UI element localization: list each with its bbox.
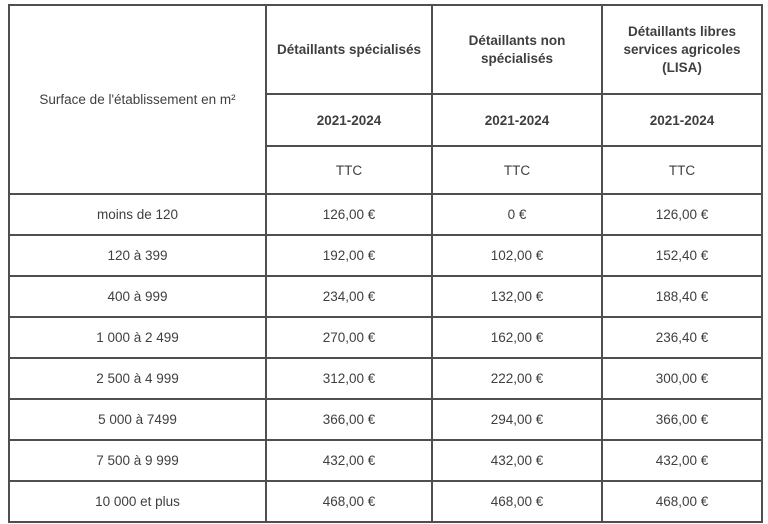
price-cell: 152,40 € <box>601 234 763 277</box>
surface-range-cell: 7 500 à 9 999 <box>8 439 267 482</box>
corner-header-surface: Surface de l'établissement en m² <box>8 4 267 195</box>
surface-range-cell: 10 000 et plus <box>8 480 267 523</box>
price-cell: 234,00 € <box>265 275 433 318</box>
surface-range-cell: 120 à 399 <box>8 234 267 277</box>
tariff-table: Surface de l'établissement en m² Détaill… <box>8 4 763 523</box>
price-cell: 102,00 € <box>431 234 603 277</box>
tax-cell: TTC <box>601 145 763 195</box>
price-cell: 432,00 € <box>265 439 433 482</box>
price-cell: 188,40 € <box>601 275 763 318</box>
period-cell: 2021-2024 <box>431 93 603 147</box>
column-header-detaillants-lisa: Détaillants libres services agricoles (L… <box>601 4 763 95</box>
price-cell: 366,00 € <box>601 398 763 441</box>
header-row-tax: TTC TTC TTC <box>9 145 763 195</box>
table-row: moins de 120 126,00 € 0 € 126,00 € <box>8 193 763 236</box>
table-row: 1 000 à 2 499 270,00 € 162,00 € 236,40 € <box>8 316 763 359</box>
header-row-categories: Surface de l'établissement en m² Détaill… <box>8 4 763 195</box>
price-cell: 312,00 € <box>265 357 433 400</box>
header-row-period: 2021-2024 2021-2024 2021-2024 <box>9 93 763 147</box>
table-row: 10 000 et plus 468,00 € 468,00 € 468,00 … <box>8 480 763 523</box>
price-cell: 468,00 € <box>601 480 763 523</box>
price-cell: 192,00 € <box>265 234 433 277</box>
price-cell: 294,00 € <box>431 398 603 441</box>
column-header-detaillants-non-specialises: Détaillants non spécialisés <box>431 4 603 95</box>
table-row: 7 500 à 9 999 432,00 € 432,00 € 432,00 € <box>8 439 763 482</box>
price-cell: 468,00 € <box>265 480 433 523</box>
tax-cell: TTC <box>265 145 433 195</box>
surface-range-cell: moins de 120 <box>8 193 267 236</box>
price-cell: 366,00 € <box>265 398 433 441</box>
column-header-detaillants-specialises: Détaillants spécialisés <box>265 4 433 95</box>
price-cell: 132,00 € <box>431 275 603 318</box>
price-cell: 126,00 € <box>265 193 433 236</box>
table-row: 5 000 à 7499 366,00 € 294,00 € 366,00 € <box>8 398 763 441</box>
surface-range-cell: 400 à 999 <box>8 275 267 318</box>
price-cell: 162,00 € <box>431 316 603 359</box>
price-cell: 236,40 € <box>601 316 763 359</box>
period-cell: 2021-2024 <box>601 93 763 147</box>
price-cell: 270,00 € <box>265 316 433 359</box>
price-cell: 432,00 € <box>431 439 603 482</box>
tax-cell: TTC <box>431 145 603 195</box>
tariff-table-container: Surface de l'établissement en m² Détaill… <box>8 4 763 523</box>
price-cell: 468,00 € <box>431 480 603 523</box>
period-cell: 2021-2024 <box>265 93 433 147</box>
table-row: 2 500 à 4 999 312,00 € 222,00 € 300,00 € <box>8 357 763 400</box>
price-cell: 300,00 € <box>601 357 763 400</box>
price-cell: 126,00 € <box>601 193 763 236</box>
table-row: 400 à 999 234,00 € 132,00 € 188,40 € <box>8 275 763 318</box>
price-cell: 222,00 € <box>431 357 603 400</box>
price-cell: 432,00 € <box>601 439 763 482</box>
surface-range-cell: 2 500 à 4 999 <box>8 357 267 400</box>
table-row: 120 à 399 192,00 € 102,00 € 152,40 € <box>8 234 763 277</box>
surface-range-cell: 5 000 à 7499 <box>8 398 267 441</box>
surface-range-cell: 1 000 à 2 499 <box>8 316 267 359</box>
price-cell: 0 € <box>431 193 603 236</box>
